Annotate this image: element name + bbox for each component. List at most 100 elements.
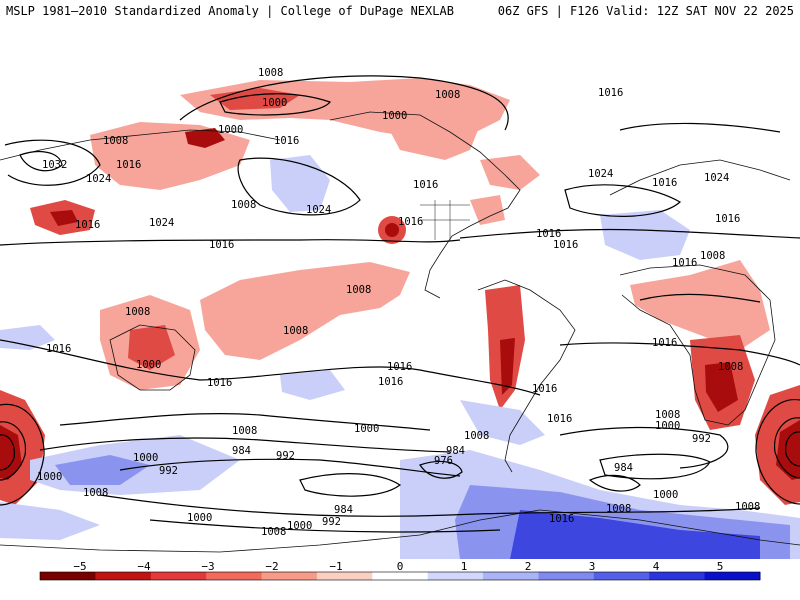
anomaly-australia-core <box>128 325 175 370</box>
isobar-label: 984 <box>446 445 465 457</box>
coast-south-america <box>477 279 576 473</box>
anomaly-canada-negative <box>480 155 540 190</box>
coast-europe <box>609 159 791 196</box>
isobar-label: 1008 <box>232 425 257 437</box>
colorbar-swatch <box>261 572 318 580</box>
isobar-label: 1024 <box>149 217 174 229</box>
isobar-label: 1008 <box>125 306 150 318</box>
isobar-984-east <box>588 474 641 492</box>
isobar-label: 976 <box>434 455 453 467</box>
isobar-label: 1016 <box>532 383 557 395</box>
isobar-label: 1016 <box>274 135 299 147</box>
colorbar-tick-label: 1 <box>461 560 468 573</box>
isobar-label: 1008 <box>231 199 256 211</box>
colorbar-tick-label: 4 <box>653 560 660 573</box>
isobar-left-cyclone-1 <box>0 421 27 481</box>
isobar-label: 1016 <box>547 413 572 425</box>
isobar-label: 1016 <box>398 216 423 228</box>
isobar-label: 1008 <box>261 526 286 538</box>
colorbar-swatch <box>427 572 484 580</box>
isobar-1016-europe <box>619 122 781 133</box>
anomaly-atlantic-negative <box>470 195 505 225</box>
isobar-label: 1008 <box>283 325 308 337</box>
isobar-label: 1008 <box>700 250 725 262</box>
coast-australia <box>109 324 196 391</box>
colorbar-tick-label: −1 <box>329 560 342 573</box>
isobar-label: 1016 <box>413 179 438 191</box>
isobar-1032-asia <box>19 151 63 172</box>
isobar-label: 1008 <box>258 67 283 79</box>
coast-antarctica <box>0 509 800 553</box>
isobar-label: 1016 <box>652 177 677 189</box>
isobar-label: 992 <box>322 516 341 528</box>
colorbar-swatch <box>538 572 595 580</box>
isobar-label: 1024 <box>306 204 331 216</box>
isobar-label: 1000 <box>262 97 287 109</box>
isobar-label: 1000 <box>382 110 407 122</box>
model-run-info: 06Z GFS | F126 Valid: 12Z SAT NOV 22 202… <box>497 4 794 18</box>
colorbar-swatch <box>593 572 650 580</box>
isobar-1016-south2 <box>559 342 800 366</box>
isobar-label: 1008 <box>83 487 108 499</box>
isobar-1000-north <box>219 93 331 116</box>
colorbar-swatch <box>150 572 207 580</box>
isobar-1000-southeast <box>559 426 729 469</box>
colorbar-tick-label: 0 <box>397 560 404 573</box>
isobar-label: 1000 <box>655 420 680 432</box>
isobar-label: 1016 <box>598 87 623 99</box>
isobar-976-center <box>419 460 463 479</box>
isobar-label: 1016 <box>553 239 578 251</box>
chart-title: MSLP 1981–2010 Standardized Anomaly | Co… <box>6 4 454 18</box>
isobar-label: 1008 <box>103 135 128 147</box>
isobar-label: 1008 <box>655 409 680 421</box>
anomaly-patagonia-positive <box>460 400 545 445</box>
colorbar-tick-label: −3 <box>201 560 214 573</box>
colorbar-tick-label: 5 <box>717 560 724 573</box>
isobar-label: 1016 <box>387 361 412 373</box>
isobar-label: 1016 <box>672 257 697 269</box>
colorbar-swatch <box>649 572 706 580</box>
isobar-right-cyclone-3 <box>785 431 800 467</box>
isobar-label: 1016 <box>116 159 141 171</box>
isobar-label: 1000 <box>136 359 161 371</box>
isobar-label: 1016 <box>207 377 232 389</box>
isobar-label: 992 <box>692 433 711 445</box>
isobar-1016-south <box>0 339 541 396</box>
isobar-label: 1016 <box>75 219 100 231</box>
anomaly-africa-north-negative <box>630 260 770 350</box>
anomaly-west-positive <box>0 325 55 350</box>
anomaly-pacific-south-positive <box>280 370 345 400</box>
isobar-label: 1000 <box>287 520 312 532</box>
isobar-label: 1024 <box>704 172 729 184</box>
colorbar-swatch <box>206 572 263 580</box>
isobar-label: 1000 <box>187 512 212 524</box>
isobar-992-south <box>119 458 461 477</box>
isobar-label: 1016 <box>652 337 677 349</box>
isobar-left-cyclone-2 <box>0 403 45 506</box>
isobar-1000-antarctic <box>149 519 501 533</box>
isobar-label: 1016 <box>715 213 740 225</box>
isobar-label: 1016 <box>378 376 403 388</box>
isobar-label: 1000 <box>218 124 243 136</box>
coast-asia <box>0 129 281 161</box>
isobar-label: 1000 <box>354 423 379 435</box>
isobar-label: 984 <box>232 445 251 457</box>
coast-africa <box>619 264 776 426</box>
colorbar-swatch <box>483 572 539 580</box>
isobar-1024-atlantic <box>564 184 682 217</box>
isobar-label: 1016 <box>46 343 71 355</box>
colorbar-tick-label: −2 <box>265 560 278 573</box>
anomaly-pacific-positive <box>270 155 330 212</box>
anomaly-tropical-pacific-negative <box>200 262 410 360</box>
isobar-1016-africa <box>639 293 761 303</box>
colorbar-tick-label: −5 <box>73 560 86 573</box>
anomaly-atlantic-positive <box>600 210 690 260</box>
isobar-label: 992 <box>276 450 295 462</box>
map-panel: 1008 1000 1016 1000 1008 1016 1032 1024 … <box>0 40 800 559</box>
colorbar-swatch <box>316 572 373 580</box>
anomaly-antarctic-strong <box>510 510 760 559</box>
isobar-label: 1008 <box>346 284 371 296</box>
colorbar-swatch <box>95 572 152 580</box>
anomaly-bottom-left-positive <box>0 502 100 540</box>
isobar-984-center <box>299 473 402 497</box>
